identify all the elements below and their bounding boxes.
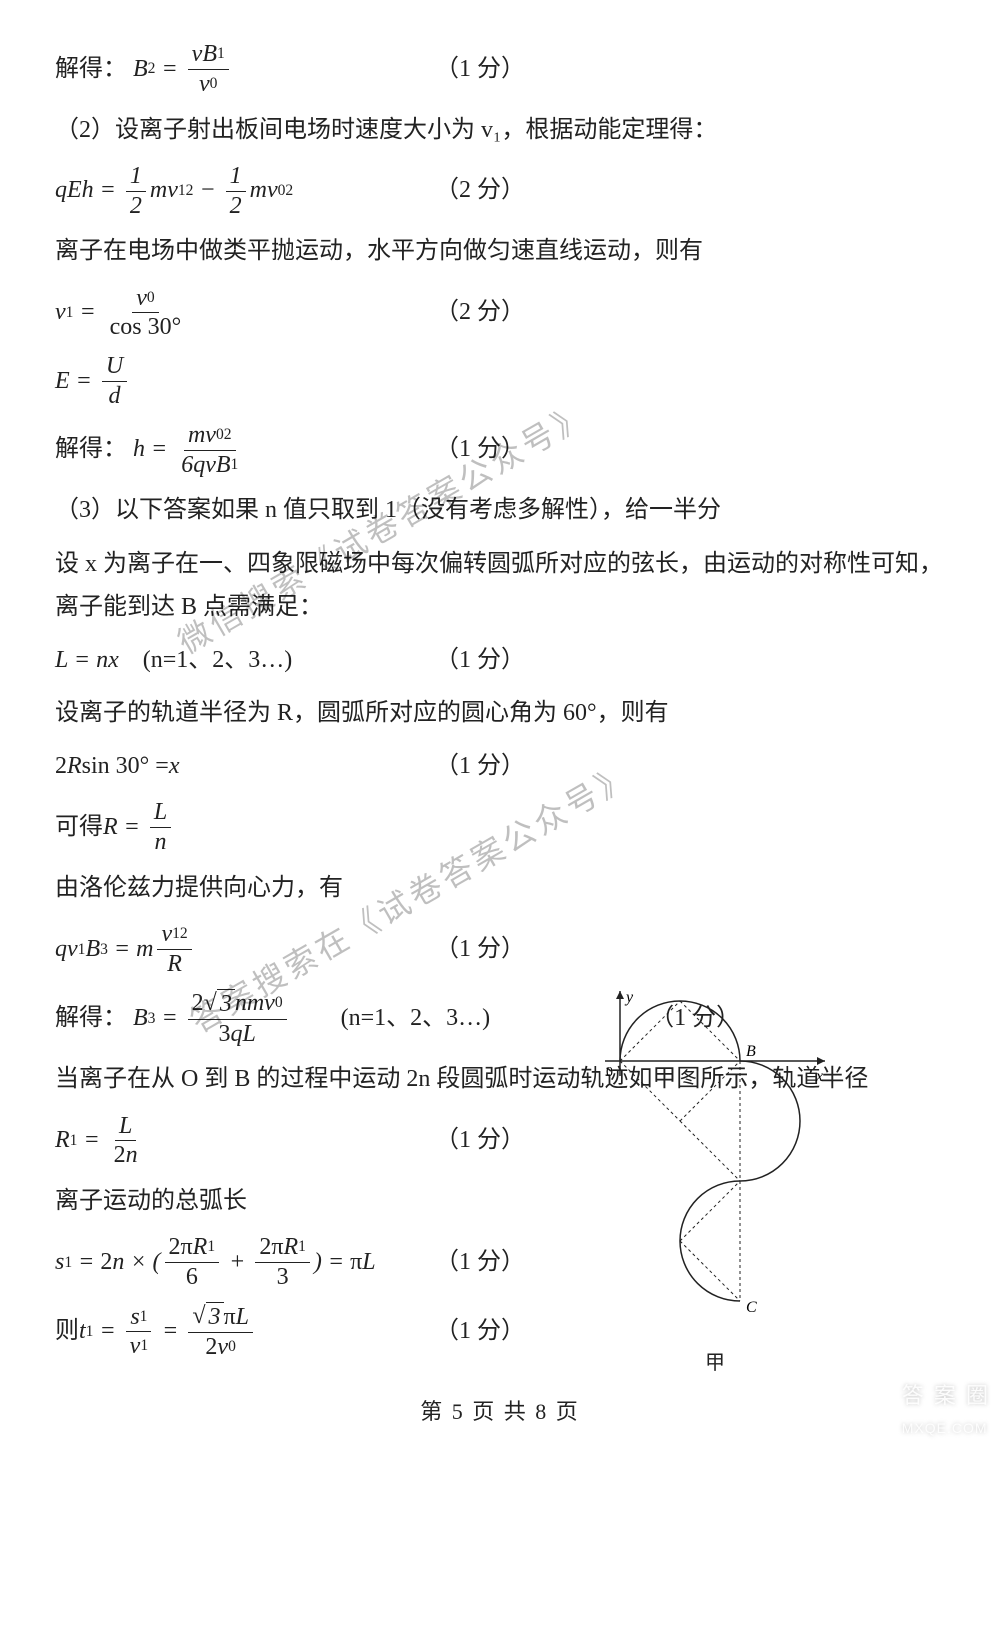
svg-text:x: x — [815, 1068, 823, 1085]
stamp-line: MXQE.COM — [902, 1416, 990, 1441]
para-5: 设离子的轨道半径为 R，圆弧所对应的圆心角为 60°，则有 — [55, 692, 945, 735]
figure-caption: 甲 — [600, 1345, 830, 1381]
svg-text:C: C — [746, 1299, 757, 1316]
prefix: 解得： — [55, 428, 127, 471]
prefix: 可得 — [55, 806, 103, 849]
points: （2 分） — [435, 291, 945, 334]
prefix: 解得： — [55, 48, 127, 91]
num: U — [102, 352, 127, 382]
den: cos 30° — [110, 314, 182, 340]
stamp-line: 答 案 圈 — [902, 1376, 990, 1416]
num: L — [150, 798, 171, 828]
site-watermark: 答 案 圈 MXQE.COM — [902, 1376, 990, 1441]
para-3: 离子在电场中做类平抛运动，水平方向做匀速直线运动，则有 — [55, 230, 945, 273]
eq-h: 解得： h = mv02 6qvB1 （1 分） — [55, 421, 945, 480]
eq-RLn: 可得 R = L n — [55, 798, 945, 857]
diagram-svg: y x 0 B C — [600, 986, 830, 1326]
page-footer: 第 5 页 共 8 页 — [55, 1392, 945, 1432]
eq-2Rsin: 2R sin 30° = x （1 分） — [55, 745, 945, 788]
points: （1 分） — [435, 639, 945, 682]
prefix: 则 — [55, 1310, 79, 1353]
points: （2 分） — [435, 169, 945, 212]
eq-lorentz: qv1B3 = m v12 R （1 分） — [55, 920, 945, 979]
para-4a: （3）以下答案如果 n 值只取到 1（没有考虑多解性），给一半分 — [55, 489, 945, 532]
svg-text:0: 0 — [606, 1065, 613, 1080]
eq-B2: 解得： B2 = vB1 v0 （1 分） — [55, 40, 945, 99]
eq-Lnx: L = nx (n=1、2、3…) （1 分） — [55, 639, 945, 682]
eq-kinetic: qEh = 12 mv12 − 12 mv02 （2 分） — [55, 162, 945, 221]
prefix: 解得： — [55, 997, 127, 1040]
svg-text:B: B — [746, 1043, 756, 1060]
den: v — [199, 70, 210, 99]
nlist: (n=1、2、3…) — [341, 997, 491, 1040]
points: （1 分） — [435, 928, 945, 971]
para-4b: 设 x 为离子在一、四象限磁场中每次偏转圆弧所对应的弦长，由运动的对称性可知，离… — [55, 543, 945, 629]
points: （1 分） — [435, 745, 945, 788]
points: （1 分） — [435, 428, 945, 471]
eq-EUd: E = U d — [55, 352, 945, 411]
svg-text:y: y — [624, 989, 634, 1006]
den: R — [163, 950, 186, 979]
para-2: （2）设离子射出板间电场时速度大小为 v₁，根据动能定理得： — [55, 109, 945, 152]
para-6: 由洛伦兹力提供向心力，有 — [55, 867, 945, 910]
den: n — [151, 828, 171, 857]
num: L — [115, 1112, 136, 1142]
figure-jia: y x 0 B C 甲 — [600, 986, 830, 1381]
num: vB — [192, 40, 217, 69]
den: d — [105, 382, 125, 411]
points: （1 分） — [435, 48, 945, 91]
eq-v1: v1 = v0 cos 30° （2 分） — [55, 284, 945, 343]
